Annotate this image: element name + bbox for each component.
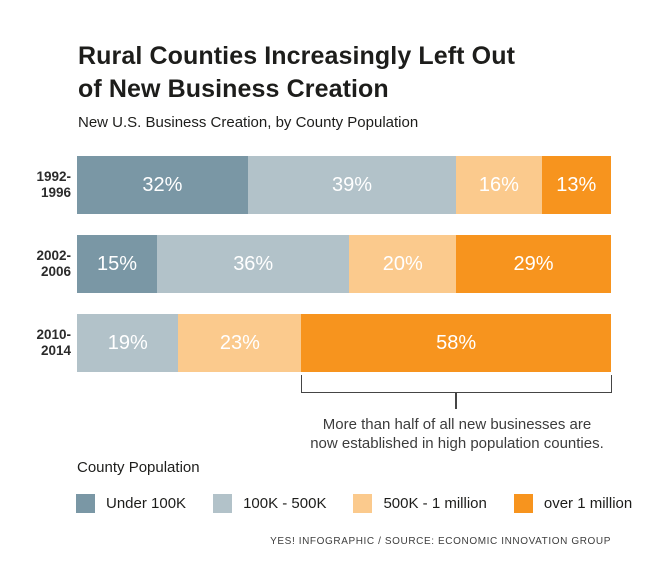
stacked-bar-chart: 1992- 1996 32% 39% 16% 13% 2002- 2006 15% 36% 20% 2… [0,156,650,393]
header: Rural Counties Increasingly Left Out of … [78,40,618,132]
bar-segment: 15% [77,235,158,293]
legend-label: 100K - 500K [243,495,327,512]
annotation-bracket-tick [455,392,457,409]
bar-segment: 58% [301,314,611,372]
bar-segment: 36% [157,235,350,293]
bar-segment-value: 16% [478,174,519,196]
bar-segment: 13% [541,156,611,214]
annotation-line-2: now established in high population count… [310,434,604,452]
page-title: Rural Counties Increasingly Left Out of … [78,40,618,106]
bar-segment: 23% [178,314,302,372]
legend-label: Under 100K [106,495,187,512]
legend-label: 500K - 1 million [383,495,487,512]
page-title-line-2: of New Business Creation [78,75,389,103]
bar-segment: 29% [456,235,611,293]
bar-segment: 19% [77,314,179,372]
annotation-text: More than half of all new businesses are… [276,416,638,453]
legend-swatch [76,494,95,513]
bar-segment-value: 23% [219,332,260,354]
legend-title: County Population [77,459,200,476]
legend-swatch [513,494,533,513]
bar-segment: 32% [77,156,248,214]
bar-segment-value: 36% [233,253,274,275]
bar-segment-value: 39% [331,174,373,196]
row-label: 2010- 2014 [36,327,71,358]
row-label: 2002- 2006 [36,248,71,279]
source-credit: YES! INFOGRAPHIC / SOURCE: ECONOMIC INNO… [270,536,611,547]
bar-segment-value: 58% [436,332,477,354]
legend-item: 500K - 1 million [353,494,487,513]
annotation-line-1: More than half of all new businesses are [322,416,592,433]
legend: Under 100K 100K - 500K 500K - 1 million ove… [76,494,632,513]
legend-swatch [353,494,373,513]
bar: 19% 23% 58% [77,314,611,372]
bar-segment: 16% [456,156,542,214]
bar-segment-value: 15% [97,253,138,275]
bar: 32% 39% 16% 13% [77,156,611,214]
bar-segment-value: 13% [556,174,597,196]
legend-item: over 1 million [513,494,633,513]
bar: 15% 36% 20% 29% [77,235,611,293]
page-title-line-1: Rural Counties Increasingly Left Out [78,42,515,70]
chart-row: 2002- 2006 15% 36% 20% 29% [0,235,650,293]
bar-segment-value: 19% [107,332,148,354]
legend-item: 100K - 500K [213,494,326,513]
bar-segment-value: 32% [142,174,183,196]
bar-segment: 20% [349,235,457,293]
bar-segment: 39% [247,156,457,214]
chart-row: 1992- 1996 32% 39% 16% 13% [0,156,650,214]
page-subtitle: New U.S. Business Creation, by County Po… [78,114,419,131]
legend-swatch [213,494,233,513]
legend-label: over 1 million [543,495,633,512]
bar-segment-value: 20% [382,253,423,275]
bar-segment-value: 29% [513,253,554,275]
row-label: 1992- 1996 [36,169,71,200]
annotation-bracket [301,375,612,393]
chart-row: 2010- 2014 19% 23% 58% [0,314,650,372]
legend-item: Under 100K [76,494,186,513]
